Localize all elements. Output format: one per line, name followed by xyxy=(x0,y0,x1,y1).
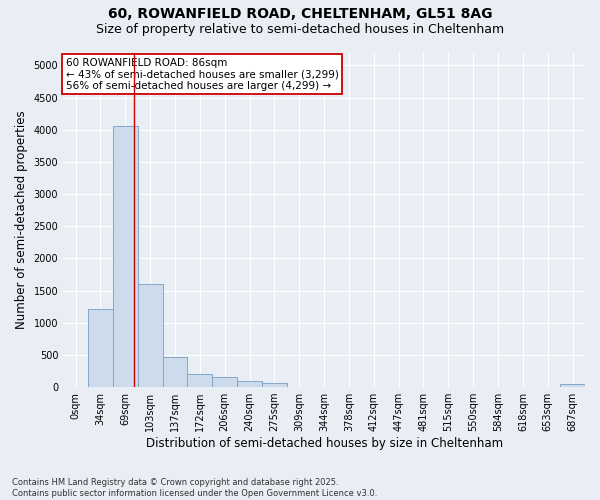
Bar xyxy=(262,382,287,387)
Bar xyxy=(212,378,237,387)
Text: Contains HM Land Registry data © Crown copyright and database right 2025.
Contai: Contains HM Land Registry data © Crown c… xyxy=(12,478,377,498)
Bar xyxy=(560,384,585,387)
Bar xyxy=(237,380,262,387)
Bar xyxy=(163,357,187,387)
Bar xyxy=(138,284,163,387)
Bar xyxy=(113,126,138,387)
Text: Size of property relative to semi-detached houses in Cheltenham: Size of property relative to semi-detach… xyxy=(96,22,504,36)
Text: 60 ROWANFIELD ROAD: 86sqm
← 43% of semi-detached houses are smaller (3,299)
56% : 60 ROWANFIELD ROAD: 86sqm ← 43% of semi-… xyxy=(66,58,338,90)
X-axis label: Distribution of semi-detached houses by size in Cheltenham: Distribution of semi-detached houses by … xyxy=(146,437,503,450)
Bar xyxy=(88,308,113,387)
Y-axis label: Number of semi-detached properties: Number of semi-detached properties xyxy=(15,110,28,329)
Bar xyxy=(187,374,212,387)
Text: 60, ROWANFIELD ROAD, CHELTENHAM, GL51 8AG: 60, ROWANFIELD ROAD, CHELTENHAM, GL51 8A… xyxy=(108,8,492,22)
